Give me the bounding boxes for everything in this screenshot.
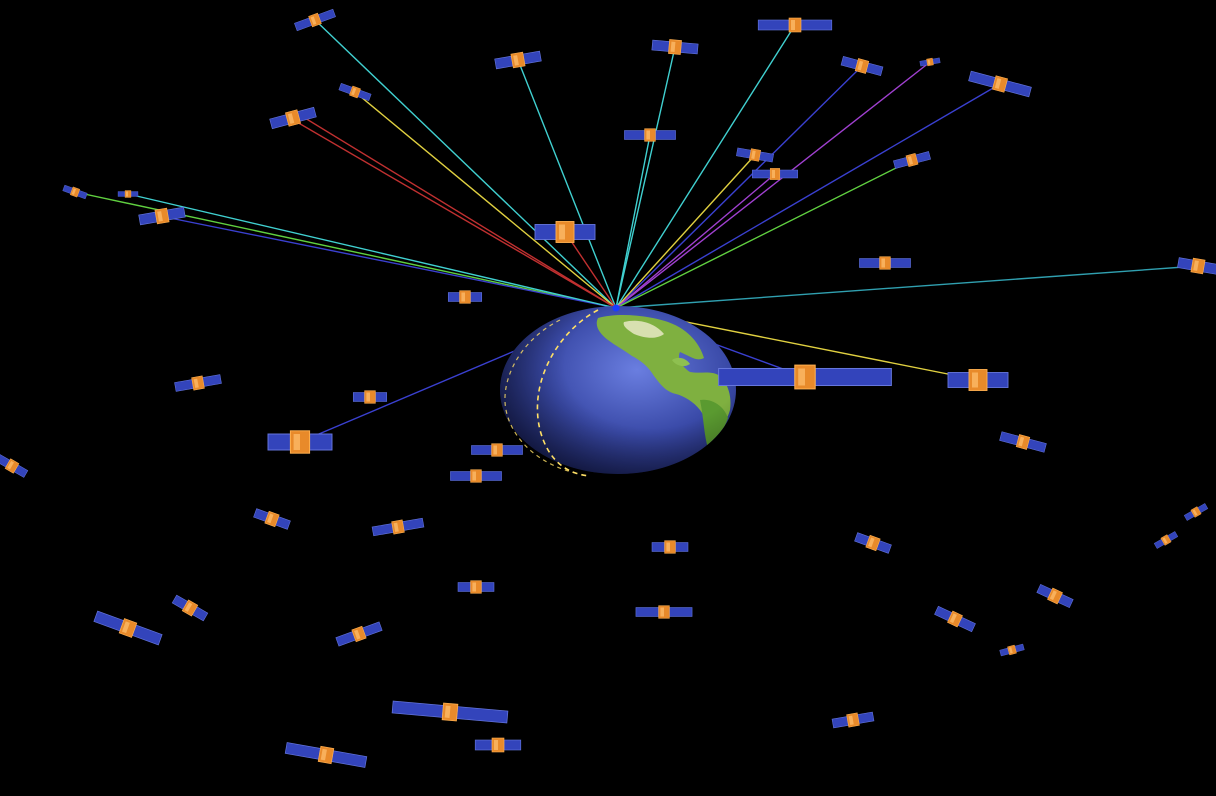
satellite [947, 369, 1009, 391]
link-line [615, 159, 913, 309]
satellite [93, 610, 163, 646]
satellite [494, 50, 542, 70]
satellite [999, 431, 1047, 453]
satellite [859, 256, 911, 270]
link-line [159, 215, 617, 309]
satellite [174, 374, 222, 392]
satellite [854, 532, 892, 554]
satellite [651, 39, 699, 55]
satellite [0, 454, 29, 478]
link-line [615, 24, 796, 309]
satellite [391, 700, 509, 724]
link-line [615, 65, 863, 309]
globe-shading [500, 306, 736, 474]
satellite [450, 469, 502, 483]
satellite [267, 430, 333, 454]
satellite [999, 643, 1025, 657]
link-line [615, 83, 1001, 309]
satellite [253, 508, 291, 530]
satellite [757, 17, 833, 33]
satellite [284, 742, 368, 768]
satellite [736, 147, 774, 163]
satellite [534, 221, 596, 243]
satellite [1153, 531, 1179, 549]
satellite [269, 106, 317, 130]
link-line [289, 117, 617, 309]
link-line [354, 91, 617, 309]
link-line [615, 61, 931, 309]
link-line [615, 265, 1199, 309]
satellite [474, 737, 522, 753]
satellites [0, 8, 1216, 768]
link-line [127, 193, 617, 309]
satellite [117, 190, 139, 198]
link-line [615, 134, 651, 309]
satellite [338, 82, 372, 102]
terminator-line [536, 309, 599, 477]
satellite [624, 128, 676, 142]
globe [500, 304, 736, 477]
satellite [1036, 583, 1074, 609]
satellite [294, 8, 336, 32]
satellite [968, 70, 1032, 98]
ground-station [612, 304, 620, 312]
satellite [171, 594, 209, 622]
link-line [564, 231, 617, 309]
satellite [651, 540, 689, 554]
link-line [314, 19, 617, 309]
satellite [352, 390, 388, 404]
satellite [840, 56, 884, 76]
globe-limb-dashed [504, 319, 581, 475]
satellite [371, 517, 425, 537]
link-lines [74, 19, 1199, 443]
satellite [893, 151, 931, 169]
satellite [62, 184, 88, 200]
satellite [831, 711, 875, 729]
satellite [934, 605, 976, 633]
satellite [457, 580, 495, 594]
link-line [615, 46, 676, 309]
satellite [718, 364, 892, 390]
link-line [615, 154, 756, 309]
satellite [1177, 257, 1216, 275]
satellite [1183, 503, 1209, 521]
satellite [471, 443, 523, 457]
satellite [335, 621, 383, 647]
satellite [635, 605, 693, 619]
satellite [447, 290, 483, 304]
link-line [299, 114, 617, 309]
satellite [138, 206, 186, 226]
satellite [919, 57, 941, 67]
link-line [615, 173, 776, 309]
satellite [752, 168, 798, 180]
link-line [517, 59, 617, 309]
